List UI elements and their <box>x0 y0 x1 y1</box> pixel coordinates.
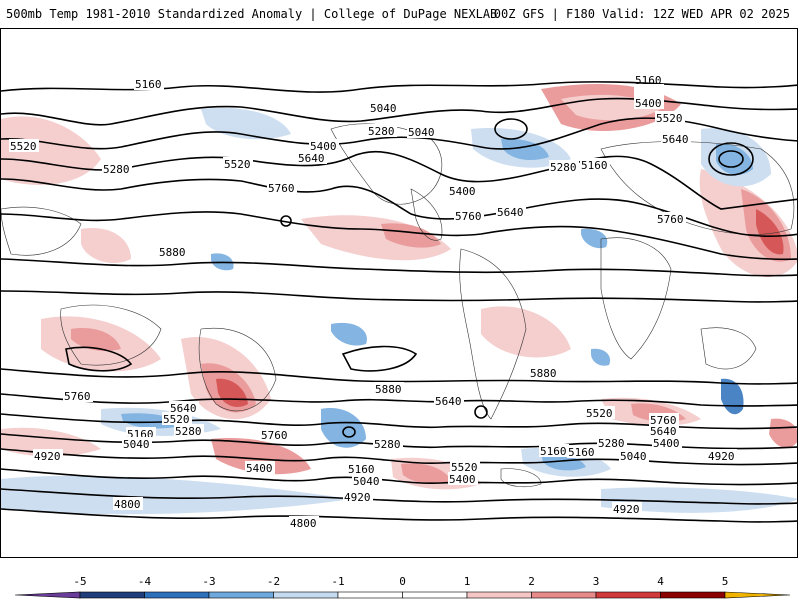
contour-label: 4800 <box>290 517 317 530</box>
contour-label: 5280 <box>368 125 395 138</box>
contour-label: 5400 <box>246 462 273 475</box>
contour-label: 5760 <box>657 213 684 226</box>
colorbar-high-arrow <box>724 591 791 599</box>
contour-label: 4920 <box>708 450 735 463</box>
contour-label: 5280 <box>550 161 577 174</box>
height-contours <box>1 81 797 523</box>
contour-label: 5160 <box>135 78 162 91</box>
contour-label: 5280 <box>103 163 130 176</box>
contour-label: 5520 <box>224 158 251 171</box>
colorbar-tick-label: 4 <box>657 575 664 588</box>
contour-label: 5040 <box>123 438 150 451</box>
coastlines <box>1 123 795 488</box>
contour-label: 5160 <box>568 446 595 459</box>
contour-label: 5040 <box>370 102 397 115</box>
contour-label: 5040 <box>408 126 435 139</box>
contour-label: 5520 <box>656 112 683 125</box>
contour-label: 5760 <box>64 390 91 403</box>
contour-label: 5640 <box>497 206 524 219</box>
contour-label: 5640 <box>298 152 325 165</box>
colorbar-segment <box>208 591 274 599</box>
colorbar-tick-label: 1 <box>464 575 471 588</box>
contour-label: 5160 <box>348 463 375 476</box>
colorbar-segment <box>144 591 210 599</box>
contour-label: 5400 <box>449 473 476 486</box>
contour-label: 4920 <box>34 450 61 463</box>
contour-label: 5760 <box>455 210 482 223</box>
colorbar-tick-label: -3 <box>202 575 215 588</box>
contour-label: 5640 <box>650 425 677 438</box>
model-run-info: 00Z GFS | F180 Valid: 12Z WED APR 02 202… <box>493 7 790 21</box>
colorbar-segment <box>466 591 532 599</box>
colorbar-segment <box>273 591 339 599</box>
contour-label: 5520 <box>586 407 613 420</box>
contour-label: 5520 <box>10 140 37 153</box>
colorbar-segment <box>531 591 597 599</box>
contour-label: 5280 <box>374 438 401 451</box>
contour-label: 5640 <box>170 402 197 415</box>
contour-label: 5880 <box>375 383 402 396</box>
colorbar-segment <box>660 591 726 599</box>
contour-label: 5880 <box>530 367 557 380</box>
contour-label: 5160 <box>540 445 567 458</box>
contour-label: 4920 <box>344 491 371 504</box>
colorbar-segment <box>337 591 403 599</box>
colorbar-tick-label: 2 <box>528 575 535 588</box>
anomaly-map: 5160 5040 5400 5520 5280 5640 5760 5880 … <box>1 74 797 530</box>
map-title: 500mb Temp 1981-2010 Standardized Anomal… <box>6 7 498 21</box>
contour-label: 5520 <box>163 413 190 426</box>
colorbar-tick-label: 0 <box>399 575 406 588</box>
colorbar-low-arrow <box>14 591 81 599</box>
anomaly-colorbar: -5 -4 -3 -2 -1 0 1 2 3 4 5 <box>0 568 800 600</box>
contour-label: 4800 <box>114 498 141 511</box>
colorbar-segment <box>79 591 145 599</box>
contour-label: 5640 <box>435 395 462 408</box>
colorbar-tick-label: -1 <box>331 575 344 588</box>
contour-label: 5400 <box>653 437 680 450</box>
contour-label: 5880 <box>159 246 186 259</box>
colorbar-tick-label: 5 <box>722 575 729 588</box>
colorbar-tick-label: -4 <box>138 575 152 588</box>
colorbar-tick-label: -2 <box>267 575 280 588</box>
contour-label: 5160 <box>581 159 608 172</box>
contour-label: 5400 <box>449 185 476 198</box>
contour-label: 5280 <box>598 437 625 450</box>
contour-label: 5760 <box>268 182 295 195</box>
contour-label: 5640 <box>662 133 689 146</box>
contour-label: 5040 <box>353 475 380 488</box>
contour-label: 5400 <box>635 97 662 110</box>
contour-label: 5160 <box>635 74 662 87</box>
colorbar-tick-label: 3 <box>593 575 600 588</box>
contour-label: 4920 <box>613 503 640 516</box>
contour-label: 5520 <box>451 461 478 474</box>
contour-label: 5400 <box>310 140 337 153</box>
contour-label: 5280 <box>175 425 202 438</box>
colorbar-segment <box>402 591 468 599</box>
colorbar-segment <box>595 591 661 599</box>
contour-labels: 5160 5040 5400 5520 5280 5640 5760 5880 … <box>9 74 737 530</box>
map-panel: 5160 5040 5400 5520 5280 5640 5760 5880 … <box>0 28 798 558</box>
colorbar-tick-label: -5 <box>73 575 86 588</box>
contour-label: 5760 <box>261 429 288 442</box>
contour-label: 5040 <box>620 450 647 463</box>
contour-label: 5760 <box>650 414 677 427</box>
